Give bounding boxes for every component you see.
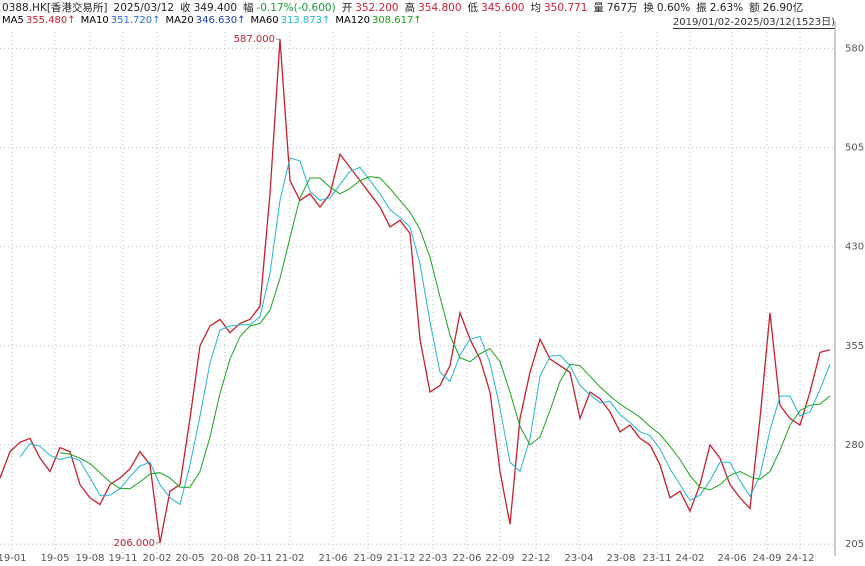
field-label: 高 <box>404 2 416 14</box>
x-tick-label: 21-12 <box>386 553 415 564</box>
ma-value: 355.480↑ <box>25 15 76 26</box>
field-label: 开 <box>341 2 353 14</box>
ma-name: MA5 <box>2 15 24 26</box>
ma-name: MA10 <box>80 15 109 26</box>
ma-name: MA20 <box>165 15 194 26</box>
field-label: 量 <box>593 2 604 14</box>
y-tick-label: 355 <box>845 341 864 352</box>
x-tick-label: 21-06 <box>318 553 347 564</box>
x-tick-label: 20-08 <box>210 553 239 564</box>
ma-legend: MA5 355.480↑ MA10 351.720↑ MA20 346.630↑ MA60 3… <box>2 15 427 26</box>
symbol: 0388.HK[香港交易所] <box>2 2 108 14</box>
x-tick-label: 19-11 <box>108 553 137 564</box>
line-series <box>0 39 831 543</box>
x-tick-label: 24-12 <box>785 553 814 564</box>
ma-value: 313.873↑ <box>280 15 331 26</box>
ma-name: MA120 <box>335 15 370 26</box>
field-value: 26.90亿 <box>762 2 804 14</box>
ma-name: MA60 <box>250 15 279 26</box>
field-value: 345.600 <box>481 2 525 14</box>
x-tick-label: 22-09 <box>485 553 514 564</box>
y-tick-label: 205 <box>845 539 864 550</box>
x-tick-label: 19-05 <box>40 553 69 564</box>
x-tick-label: 21-02 <box>275 553 304 564</box>
field-value: 0.60% <box>656 2 691 14</box>
field-label: 换 <box>643 2 654 14</box>
field-label: 额 <box>749 2 760 14</box>
ma-value: 308.617↑ <box>371 15 422 26</box>
line-series <box>59 176 831 491</box>
range-label: 2019/01/02-2025/03/12(1523日) <box>672 13 835 29</box>
field-value: 2.63% <box>709 2 744 14</box>
x-tick-label: 23-04 <box>564 553 593 564</box>
x-tick-label: 22-12 <box>521 553 550 564</box>
x-tick-label: 20-11 <box>243 553 272 564</box>
field-value: 354.800 <box>418 2 462 14</box>
x-tick-label: 23-11 <box>642 553 671 564</box>
field-label: 均 <box>530 2 541 14</box>
y-tick-label: 280 <box>845 440 864 451</box>
field-label: 低 <box>467 2 479 14</box>
field-value: 352.200 <box>355 2 399 14</box>
x-tick-label: 24-09 <box>752 553 781 564</box>
date: 2025/03/12 <box>113 2 175 14</box>
field-label: 幅 <box>243 2 254 14</box>
x-tick-label: 24-06 <box>717 553 746 564</box>
field-value: 350.771 <box>543 2 588 14</box>
ma-value: 346.630↑ <box>195 15 246 26</box>
x-tick-label: 20-05 <box>175 553 204 564</box>
x-tick-label: 19-01 <box>0 553 27 564</box>
x-tick-label: 20-02 <box>142 553 171 564</box>
field-value: 349.400 <box>193 2 237 14</box>
ma-value: 351.720↑ <box>110 15 161 26</box>
y-tick-label: 430 <box>845 242 864 253</box>
x-tick-label: 23-08 <box>606 553 635 564</box>
y-tick-label: 580 <box>845 43 864 54</box>
x-tick-label: 24-02 <box>675 553 704 564</box>
field-label: 振 <box>696 2 707 14</box>
x-tick-label: 22-06 <box>452 553 481 564</box>
annotation: 206.000 <box>114 538 155 549</box>
x-tick-label: 22-03 <box>418 553 447 564</box>
field-value: 767万 <box>606 2 638 14</box>
quote-header: 0388.HK[香港交易所] 2025/03/12 收 349.400 幅 -0.17%(… <box>2 0 809 14</box>
x-tick-label: 21-09 <box>353 553 382 564</box>
annotation: 587.000 <box>234 34 275 45</box>
x-tick-label: 19-08 <box>75 553 104 564</box>
field-value: -0.17%(-0.600) <box>256 2 336 14</box>
field-label: 收 <box>180 2 191 14</box>
y-tick-label: 505 <box>845 143 864 154</box>
